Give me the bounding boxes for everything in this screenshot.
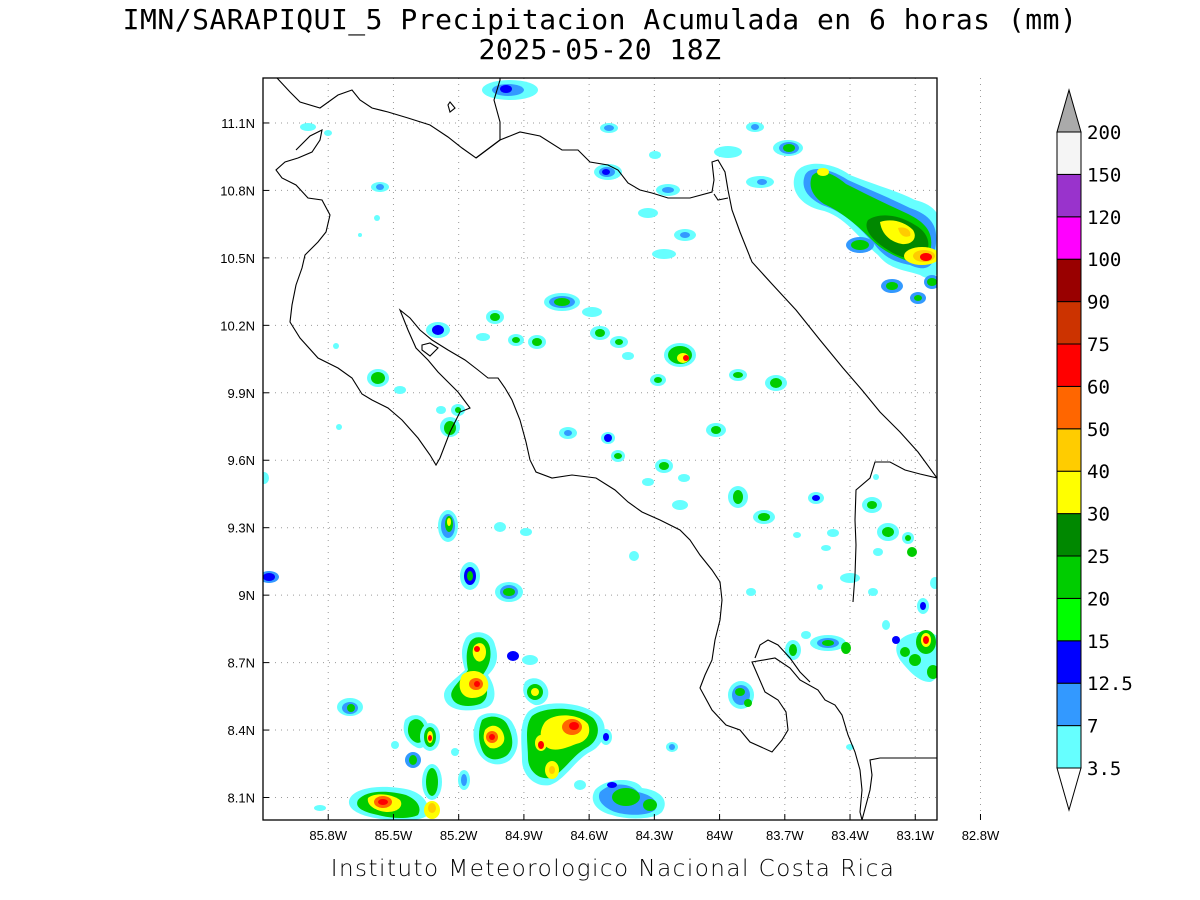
colorbar-label: 120 <box>1087 207 1121 229</box>
precip-cell <box>507 651 678 790</box>
lat-tick-label: 11.1N <box>221 116 255 131</box>
lon-tick-label: 82.8W <box>962 828 1000 843</box>
colorbar-upper-arrow <box>1056 88 1082 133</box>
colorbar-label: 12.5 <box>1087 673 1133 695</box>
lat-tick-label: 9N <box>238 588 255 603</box>
lat-tick-label: 9.9N <box>228 386 255 401</box>
colorbar-band <box>1056 216 1082 260</box>
colorbar-band <box>1056 173 1082 218</box>
lon-tick-label: 85.5W <box>375 828 413 843</box>
lon-tick-label: 84W <box>706 828 733 843</box>
colorbar-band <box>1056 640 1082 684</box>
lat-tick-label: 10.5N <box>220 251 255 266</box>
lon-tick-label: 83.7W <box>766 828 804 843</box>
precipitation-cells <box>263 80 937 820</box>
colorbar-label: 25 <box>1087 546 1110 568</box>
lon-tick-label: 84.9W <box>505 828 543 843</box>
longitude-axis: 85.8W 85.5W 85.2W 84.9W 84.6W 84.3W 84W 83.7W 83… <box>309 814 1000 843</box>
colorbar-band <box>1056 470 1082 515</box>
lat-tick-label: 10.2N <box>220 318 255 333</box>
precip-cell <box>473 713 518 765</box>
footer-credit: Instituto Meteorologico Nacional Costa R… <box>330 856 896 882</box>
lat-tick-label: 9.3N <box>228 521 255 536</box>
coastline-borders <box>275 78 937 820</box>
latitude-axis: 11.1N 10.8N 10.5N 10.2N 9.9N 9.6N 9.3N 9N 8.7N 8.… <box>220 116 269 806</box>
colorbar-lower-arrow <box>1056 767 1082 812</box>
map-subtitle-datetime: 2025-05-20 18Z <box>478 33 722 66</box>
colorbar-band <box>1056 513 1082 557</box>
lat-tick-label: 8.7N <box>228 656 255 671</box>
colorbar-label: 60 <box>1087 376 1110 398</box>
colorbar-band <box>1056 385 1082 430</box>
lat-tick-label: 8.1N <box>228 791 255 806</box>
colorbar-band <box>1056 301 1082 345</box>
precip-cell <box>300 122 803 259</box>
colorbar-label: 20 <box>1087 588 1110 610</box>
colorbar-label: 150 <box>1087 164 1121 186</box>
colorbar-label: 40 <box>1087 461 1110 483</box>
map-frame <box>262 77 938 821</box>
colorbar-band <box>1056 682 1082 727</box>
precip-cell <box>263 510 523 602</box>
colorbar-label: 200 <box>1087 122 1121 144</box>
lon-tick-label: 83.4W <box>831 828 869 843</box>
colorbar-label: 75 <box>1087 334 1110 356</box>
lat-tick-label: 9.6N <box>228 453 255 468</box>
lon-tick-label: 84.3W <box>636 828 674 843</box>
colorbar-band <box>1056 725 1082 769</box>
colorbar-band <box>1056 131 1082 175</box>
lon-tick-label: 83.1W <box>896 828 934 843</box>
precip-cell <box>793 163 937 304</box>
colorbar-label: 30 <box>1087 504 1110 526</box>
lat-tick-label: 8.4N <box>228 723 255 738</box>
lat-tick-label: 10.8N <box>220 183 255 198</box>
colorbar-band <box>1056 428 1082 472</box>
colorbar-label: 15 <box>1087 631 1110 653</box>
lon-tick-label: 85.2W <box>440 828 478 843</box>
precip-cell <box>314 764 442 820</box>
precip-cell <box>592 779 665 819</box>
colorbar-label: 90 <box>1087 292 1110 314</box>
colorbar-label: 100 <box>1087 249 1121 271</box>
colorbar-band <box>1056 597 1082 642</box>
precip-cell <box>444 632 498 711</box>
precip-cell <box>324 130 937 750</box>
colorbar-legend: 3.5 7 12.5 15 20 25 30 40 50 60 75 90 100 120 150 200 <box>1056 88 1133 812</box>
map-title: IMN/SARAPIQUI_5 Precipitacion Acumulada … <box>122 3 1078 36</box>
colorbar-label: 3.5 <box>1087 758 1121 780</box>
lon-tick-label: 84.6W <box>570 828 608 843</box>
precip-cell <box>263 293 860 596</box>
colorbar-band <box>1056 258 1082 303</box>
colorbar-band <box>1056 555 1082 599</box>
precip-cell <box>337 698 470 790</box>
lon-tick-label: 85.8W <box>309 828 347 843</box>
colorbar-label: 7 <box>1087 716 1098 738</box>
precip-cell <box>482 80 538 100</box>
colorbar-band <box>1056 343 1082 387</box>
colorbar-label: 50 <box>1087 419 1110 441</box>
